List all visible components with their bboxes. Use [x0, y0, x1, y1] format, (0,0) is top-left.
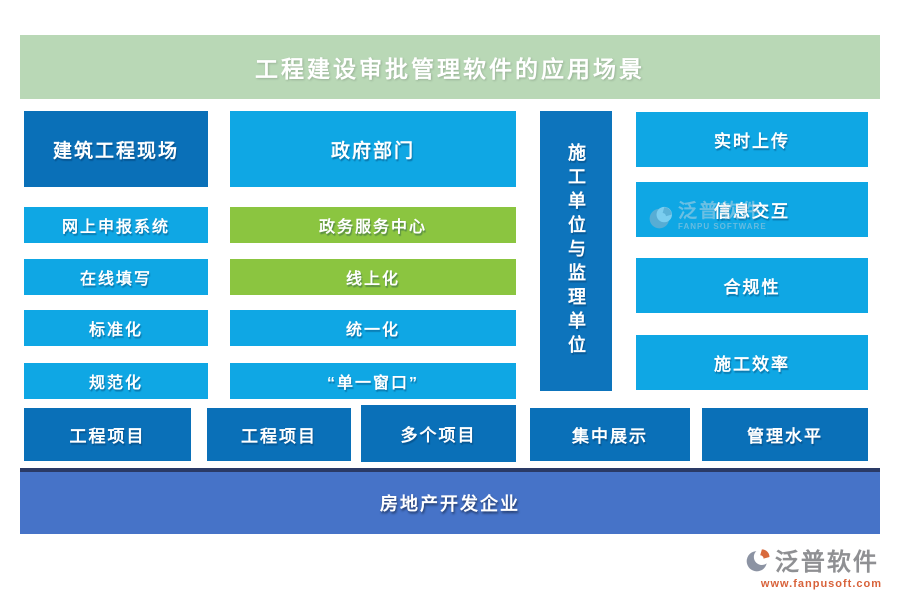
fanpu-logo-icon [746, 548, 770, 572]
box-project-1: 工程项目 [24, 408, 191, 461]
box-multi-projects: 多个项目 [361, 405, 516, 462]
box-info-exchange: 信息交互 [636, 182, 868, 237]
box-project-2: 工程项目 [207, 408, 351, 461]
brand-logo: 泛普软件 www.fanpusoft.com [745, 542, 882, 590]
footer-bar-real-estate-developer: 房地产开发企业 [20, 468, 880, 534]
box-management-level: 管理水平 [702, 408, 868, 461]
box-building-site: 建筑工程现场 [24, 111, 208, 187]
box-realtime-upload: 实时上传 [636, 112, 868, 167]
box-single-window: “单一窗口” [230, 363, 516, 399]
title-banner: 工程建设审批管理软件的应用场景 [20, 35, 880, 99]
box-online-ization: 线上化 [230, 259, 516, 295]
brand-url: www.fanpusoft.com [760, 578, 882, 590]
box-standardization: 标准化 [24, 310, 208, 346]
box-central-display: 集中展示 [530, 408, 690, 461]
brand-name: 泛普软件 [774, 549, 879, 576]
box-government-dept: 政府部门 [230, 111, 516, 187]
box-build-efficiency: 施工效率 [636, 335, 868, 390]
box-online-declare-system: 网上申报系统 [24, 207, 208, 243]
box-unification: 统一化 [230, 310, 516, 346]
box-online-fill: 在线填写 [24, 259, 208, 295]
box-construction-supervision-units: 施工单位与监理单位 [540, 111, 612, 391]
box-normalization: 规范化 [24, 363, 208, 399]
box-compliance: 合规性 [636, 258, 868, 313]
box-gov-service-center: 政务服务中心 [230, 207, 516, 243]
brand-logo-row: 泛普软件 [745, 542, 879, 577]
